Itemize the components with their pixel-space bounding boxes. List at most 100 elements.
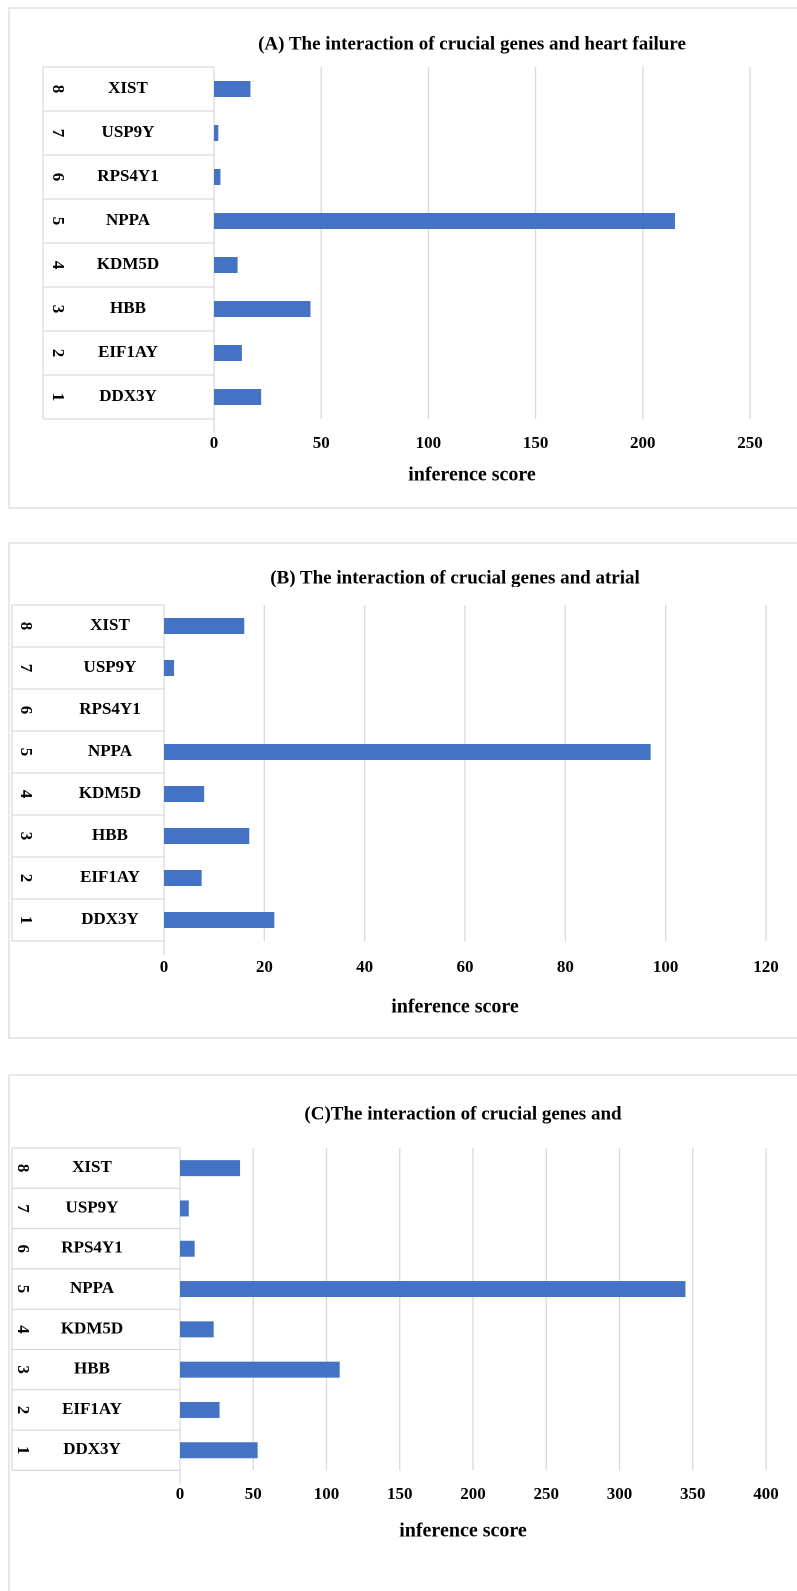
bar — [180, 1442, 258, 1459]
bar — [214, 389, 262, 405]
row-number: 4 — [49, 261, 68, 270]
bar — [214, 169, 221, 185]
bar — [180, 1361, 340, 1378]
category-label: NPPA — [70, 1278, 115, 1297]
x-axis-label: inference score — [391, 996, 519, 1018]
chart-panel: (C)The interaction of crucial genes and 0… — [8, 1074, 797, 1591]
bar — [214, 125, 219, 141]
x-tick-label: 300 — [607, 1484, 633, 1503]
x-axis-label: inference score — [408, 464, 536, 486]
chart-panel: (B) The interaction of crucial genes and… — [8, 542, 797, 1039]
bar — [214, 301, 311, 317]
x-tick-label: 50 — [245, 1484, 262, 1503]
row-number: 5 — [49, 217, 68, 226]
x-tick-label: 40 — [356, 957, 373, 976]
x-axis-label: inference score — [399, 1520, 527, 1542]
bar — [180, 1401, 220, 1418]
row-number: 8 — [14, 1164, 33, 1173]
category-label: RPS4Y1 — [79, 699, 140, 718]
bar — [164, 660, 175, 676]
row-number: 3 — [17, 832, 36, 841]
bar — [180, 1281, 686, 1298]
x-tick-label: 20 — [256, 957, 273, 976]
bar — [164, 870, 202, 886]
bar — [180, 1240, 195, 1257]
x-tick-label: 100 — [653, 957, 679, 976]
chart-title: (C)The interaction of crucial genes and — [304, 1103, 622, 1124]
row-number: 7 — [49, 129, 68, 138]
category-label: USP9Y — [102, 122, 155, 141]
x-tick-label: 120 — [753, 957, 779, 976]
category-label: NPPA — [88, 741, 133, 760]
bar — [180, 1321, 214, 1338]
x-tick-label: 60 — [457, 957, 474, 976]
row-number: 6 — [17, 706, 36, 715]
row-number: 1 — [49, 393, 68, 402]
x-tick-label: 150 — [523, 433, 549, 452]
category-label: KDM5D — [61, 1318, 123, 1337]
category-label: RPS4Y1 — [61, 1238, 122, 1257]
category-label: HBB — [92, 825, 128, 844]
category-label: DDX3Y — [99, 386, 157, 405]
category-label: DDX3Y — [81, 909, 139, 928]
row-number: 6 — [49, 173, 68, 182]
chart-panel: (A) The interaction of crucial genes and… — [8, 7, 797, 509]
x-tick-label: 50 — [313, 433, 330, 452]
x-tick-label: 250 — [737, 433, 763, 452]
row-number: 5 — [17, 748, 36, 757]
category-label: USP9Y — [84, 657, 137, 676]
x-tick-label: 0 — [160, 957, 169, 976]
category-label: KDM5D — [79, 783, 141, 802]
row-number: 2 — [14, 1406, 33, 1415]
row-number: 5 — [14, 1285, 33, 1294]
bar — [214, 213, 675, 229]
row-number: 2 — [49, 349, 68, 358]
panel-border — [8, 542, 797, 1039]
category-label: NPPA — [106, 210, 151, 229]
bar — [164, 828, 250, 844]
row-number: 3 — [14, 1365, 33, 1374]
x-tick-label: 0 — [210, 433, 219, 452]
chart-title: (B) The interaction of crucial genes and… — [270, 567, 640, 588]
row-number: 3 — [49, 305, 68, 314]
x-tick-label: 250 — [534, 1484, 560, 1503]
bar — [214, 81, 251, 97]
category-label: XIST — [108, 78, 148, 97]
bar — [214, 257, 238, 273]
row-number: 7 — [14, 1204, 33, 1213]
row-number: 1 — [14, 1446, 33, 1455]
row-number: 6 — [14, 1245, 33, 1254]
x-tick-label: 100 — [416, 433, 442, 452]
x-tick-label: 350 — [680, 1484, 706, 1503]
bar — [164, 912, 275, 928]
bar — [164, 618, 245, 634]
x-tick-label: 400 — [753, 1484, 779, 1503]
row-number: 8 — [17, 622, 36, 631]
category-label: USP9Y — [66, 1197, 119, 1216]
bar — [180, 1160, 241, 1177]
category-label: HBB — [74, 1359, 110, 1378]
category-label: EIF1AY — [98, 342, 158, 361]
x-tick-label: 200 — [460, 1484, 486, 1503]
x-tick-label: 150 — [387, 1484, 413, 1503]
panel-border — [8, 7, 797, 509]
bar — [180, 1200, 189, 1217]
category-label: XIST — [72, 1157, 112, 1176]
category-label: KDM5D — [97, 254, 159, 273]
row-number: 4 — [14, 1325, 33, 1334]
row-number: 4 — [17, 790, 36, 799]
category-label: XIST — [90, 615, 130, 634]
category-label: DDX3Y — [63, 1439, 121, 1458]
category-label: HBB — [110, 298, 146, 317]
x-tick-label: 200 — [630, 433, 656, 452]
bar — [164, 786, 205, 802]
x-tick-label: 0 — [176, 1484, 185, 1503]
category-label: EIF1AY — [80, 867, 140, 886]
bar — [214, 345, 242, 361]
panel-border — [8, 1074, 797, 1591]
row-number: 1 — [17, 916, 36, 925]
row-number: 7 — [17, 664, 36, 673]
bar — [164, 744, 651, 760]
